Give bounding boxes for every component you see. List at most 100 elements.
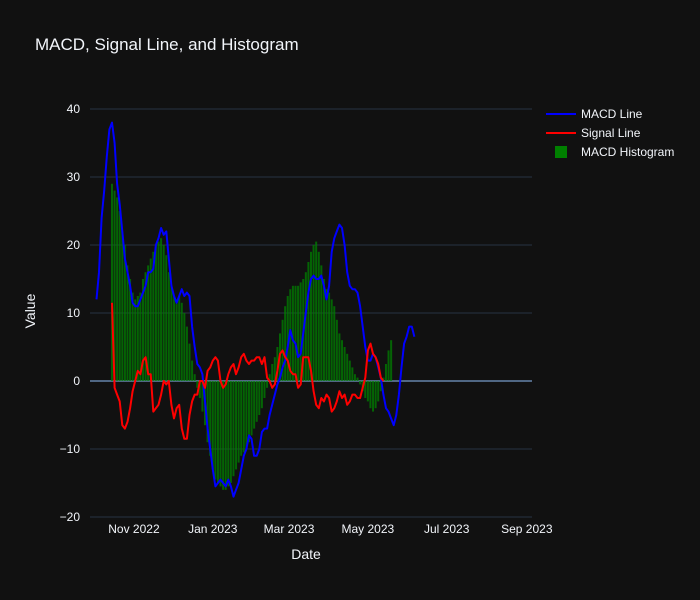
histogram-bar [242, 381, 245, 453]
histogram-bar [147, 265, 150, 381]
histogram-bar [240, 381, 243, 456]
histogram-bar [315, 241, 318, 381]
histogram-bar [372, 381, 375, 412]
histogram-bar [291, 285, 294, 381]
x-axis-ticks: Nov 2022 Jan 2023 Mar 2023 May 2023 Jul 2023… [108, 522, 553, 536]
histogram-bar [144, 272, 147, 381]
histogram-bar [232, 381, 235, 477]
histogram-bar [260, 381, 263, 409]
histogram-bar [235, 381, 238, 470]
histogram-bar [312, 245, 315, 381]
line-series [95, 121, 416, 498]
histogram-bar [219, 381, 222, 487]
histogram-bar [206, 381, 209, 443]
histogram-bar [178, 296, 181, 381]
histogram-bar [351, 367, 354, 381]
histogram-bar [224, 381, 227, 490]
histogram-bar [369, 381, 372, 409]
x-tick-label: May 2023 [342, 522, 395, 536]
y-tick-label: 0 [73, 374, 80, 388]
histogram-bar [304, 272, 307, 381]
histogram-bar [129, 279, 132, 381]
histogram-bar [188, 343, 191, 381]
histogram-bar [273, 357, 276, 381]
histogram-bar [374, 381, 377, 409]
histogram-bar [307, 262, 310, 381]
histogram-bar [299, 282, 302, 381]
histogram-bar [366, 381, 369, 402]
histogram-bar [286, 296, 289, 381]
histogram-bar [335, 319, 338, 381]
histogram-bar [152, 251, 155, 381]
y-axis-ticks: −20 −10 0 10 20 30 40 [60, 102, 81, 524]
histogram-bar [193, 374, 196, 381]
x-tick-label: Jan 2023 [188, 522, 238, 536]
x-tick-label: Sep 2023 [501, 522, 553, 536]
histogram-bar [198, 381, 201, 398]
legend-item-signal-line[interactable]: Signal Line [546, 126, 641, 140]
histogram-bar [294, 285, 297, 381]
histogram-bar [121, 231, 124, 381]
histogram-bar [356, 377, 359, 381]
macd-line-path [95, 121, 416, 498]
histogram-bar [320, 265, 323, 381]
histogram-bar [379, 381, 382, 392]
histogram-bar [191, 360, 194, 381]
histogram-bar [196, 381, 199, 388]
histogram-bar [297, 285, 300, 381]
histogram-bar [276, 347, 279, 381]
legend-swatch [555, 146, 567, 158]
y-tick-label: −10 [60, 442, 81, 456]
histogram-bar [325, 289, 328, 381]
histogram-bar [237, 381, 240, 463]
histogram-bar [183, 313, 186, 381]
histogram-bar [346, 353, 349, 381]
histogram-bar [322, 279, 325, 381]
histogram-bar [353, 374, 356, 381]
histogram-bar [255, 381, 258, 422]
y-tick-label: 40 [67, 102, 81, 116]
histogram-bar [175, 299, 178, 381]
histogram-bar [250, 381, 253, 436]
histogram-bar [216, 381, 219, 483]
histogram-bar [139, 292, 142, 381]
macd-histogram-series [110, 183, 393, 490]
histogram-bar [382, 377, 385, 381]
y-axis-title: Value [22, 293, 38, 328]
legend[interactable]: MACD Line Signal Line MACD Histogram [546, 107, 674, 159]
y-tick-label: 30 [67, 170, 81, 184]
signal-line-path [111, 302, 385, 440]
histogram-bar [229, 381, 232, 483]
histogram-bar [123, 245, 126, 381]
histogram-bar [136, 296, 139, 381]
histogram-bar [134, 299, 137, 381]
histogram-bar [165, 255, 168, 381]
histogram-bar [180, 302, 183, 381]
legend-item-macd-line[interactable]: MACD Line [546, 107, 643, 121]
histogram-bar [162, 245, 165, 381]
histogram-bar [113, 190, 116, 381]
histogram-bar [284, 306, 287, 381]
histogram-bar [268, 374, 271, 381]
y-tick-label: 20 [67, 238, 81, 252]
histogram-bar [387, 350, 390, 381]
histogram-bar [126, 265, 129, 381]
x-axis-title: Date [291, 546, 321, 562]
histogram-bar [173, 296, 176, 381]
histogram-bar [338, 333, 341, 381]
y-tick-label: 10 [67, 306, 81, 320]
histogram-bar [211, 381, 214, 470]
histogram-bar [253, 381, 256, 429]
histogram-bar [247, 381, 250, 443]
histogram-bar [214, 381, 217, 480]
histogram-bar [341, 340, 344, 381]
x-tick-label: Jul 2023 [424, 522, 470, 536]
legend-item-macd-histogram[interactable]: MACD Histogram [555, 145, 674, 159]
histogram-bar [333, 306, 336, 381]
histogram-bar [201, 381, 204, 412]
histogram-bar [390, 340, 393, 381]
chart-title: MACD, Signal Line, and Histogram [35, 35, 299, 54]
histogram-bar [245, 381, 248, 449]
histogram-bar [222, 381, 225, 490]
